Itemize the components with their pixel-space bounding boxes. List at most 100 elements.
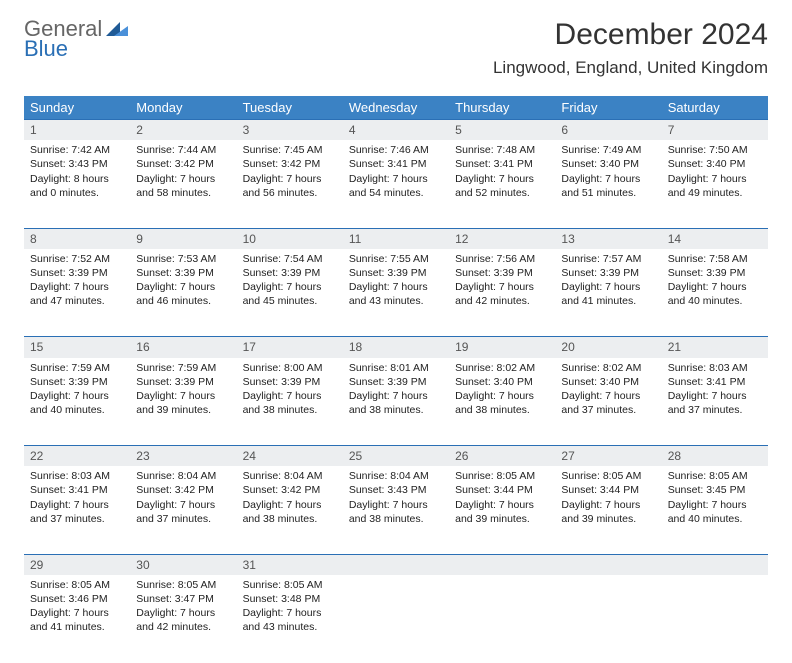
daynum-cell: 17: [237, 337, 343, 358]
day-content: Sunrise: 7:42 AMSunset: 3:43 PMDaylight:…: [24, 140, 130, 206]
weekday-header: Tuesday: [237, 96, 343, 120]
daylight-text-2: and 0 minutes.: [30, 186, 124, 200]
day-cell: Sunrise: 7:48 AMSunset: 3:41 PMDaylight:…: [449, 140, 555, 228]
sunset-text: Sunset: 3:42 PM: [243, 483, 337, 497]
daynum-row: 22232425262728: [24, 446, 768, 467]
day-number: 16: [130, 337, 236, 357]
day-number: 11: [343, 229, 449, 249]
sunrise-text: Sunrise: 8:00 AM: [243, 361, 337, 375]
weekday-header: Monday: [130, 96, 236, 120]
daylight-text-2: and 38 minutes.: [243, 512, 337, 526]
sunrise-text: Sunrise: 8:04 AM: [136, 469, 230, 483]
day-number: 9: [130, 229, 236, 249]
day-content: Sunrise: 8:05 AMSunset: 3:46 PMDaylight:…: [24, 575, 130, 641]
daylight-text-2: and 49 minutes.: [668, 186, 762, 200]
daynum-cell: 16: [130, 337, 236, 358]
day-content: Sunrise: 8:01 AMSunset: 3:39 PMDaylight:…: [343, 358, 449, 424]
daylight-text-2: and 58 minutes.: [136, 186, 230, 200]
daylight-text-1: Daylight: 7 hours: [561, 172, 655, 186]
daylight-text-1: Daylight: 7 hours: [455, 172, 549, 186]
daylight-text-2: and 45 minutes.: [243, 294, 337, 308]
daylight-text-2: and 46 minutes.: [136, 294, 230, 308]
daynum-cell: 3: [237, 120, 343, 141]
day-number: 5: [449, 120, 555, 140]
sunrise-text: Sunrise: 7:52 AM: [30, 252, 124, 266]
daylight-text-2: and 38 minutes.: [349, 403, 443, 417]
daynum-cell: 7: [662, 120, 768, 141]
weekday-header: Thursday: [449, 96, 555, 120]
daylight-text-1: Daylight: 7 hours: [455, 280, 549, 294]
daylight-text-1: Daylight: 7 hours: [668, 172, 762, 186]
day-cell: Sunrise: 8:02 AMSunset: 3:40 PMDaylight:…: [555, 358, 661, 446]
day-number: 12: [449, 229, 555, 249]
daynum-cell: 24: [237, 446, 343, 467]
daylight-text-1: Daylight: 7 hours: [243, 606, 337, 620]
weekday-header: Friday: [555, 96, 661, 120]
daylight-text-2: and 39 minutes.: [561, 512, 655, 526]
sunset-text: Sunset: 3:39 PM: [243, 266, 337, 280]
day-content: Sunrise: 8:05 AMSunset: 3:47 PMDaylight:…: [130, 575, 236, 641]
daynum-cell: 31: [237, 554, 343, 575]
daylight-text-1: Daylight: 7 hours: [668, 280, 762, 294]
day-content: Sunrise: 8:04 AMSunset: 3:42 PMDaylight:…: [237, 466, 343, 532]
daylight-text-2: and 39 minutes.: [136, 403, 230, 417]
sunrise-text: Sunrise: 7:42 AM: [30, 143, 124, 157]
sunrise-text: Sunrise: 7:45 AM: [243, 143, 337, 157]
daylight-text-1: Daylight: 7 hours: [349, 280, 443, 294]
sunrise-text: Sunrise: 8:04 AM: [243, 469, 337, 483]
day-content: Sunrise: 7:58 AMSunset: 3:39 PMDaylight:…: [662, 249, 768, 315]
sunset-text: Sunset: 3:42 PM: [243, 157, 337, 171]
day-content: Sunrise: 8:04 AMSunset: 3:43 PMDaylight:…: [343, 466, 449, 532]
daylight-text-1: Daylight: 7 hours: [561, 389, 655, 403]
daylight-text-2: and 52 minutes.: [455, 186, 549, 200]
daynum-cell: .: [449, 554, 555, 575]
day-cell: Sunrise: 7:45 AMSunset: 3:42 PMDaylight:…: [237, 140, 343, 228]
content-row: Sunrise: 8:03 AMSunset: 3:41 PMDaylight:…: [24, 466, 768, 554]
day-content: Sunrise: 8:00 AMSunset: 3:39 PMDaylight:…: [237, 358, 343, 424]
weekday-header-row: SundayMondayTuesdayWednesdayThursdayFrid…: [24, 96, 768, 120]
sunrise-text: Sunrise: 8:05 AM: [668, 469, 762, 483]
logo-word2: Blue: [24, 38, 128, 60]
day-cell: [449, 575, 555, 663]
day-content: Sunrise: 8:02 AMSunset: 3:40 PMDaylight:…: [555, 358, 661, 424]
sunrise-text: Sunrise: 8:05 AM: [30, 578, 124, 592]
daynum-cell: 26: [449, 446, 555, 467]
sunset-text: Sunset: 3:41 PM: [455, 157, 549, 171]
daynum-cell: .: [555, 554, 661, 575]
daynum-cell: 11: [343, 228, 449, 249]
day-content: Sunrise: 7:46 AMSunset: 3:41 PMDaylight:…: [343, 140, 449, 206]
sunset-text: Sunset: 3:43 PM: [30, 157, 124, 171]
day-number: 28: [662, 446, 768, 466]
weekday-header: Saturday: [662, 96, 768, 120]
day-number: 18: [343, 337, 449, 357]
calendar-table: SundayMondayTuesdayWednesdayThursdayFrid…: [24, 96, 768, 663]
daylight-text-1: Daylight: 7 hours: [455, 498, 549, 512]
day-cell: Sunrise: 7:49 AMSunset: 3:40 PMDaylight:…: [555, 140, 661, 228]
day-cell: Sunrise: 8:05 AMSunset: 3:44 PMDaylight:…: [555, 466, 661, 554]
day-content: Sunrise: 7:45 AMSunset: 3:42 PMDaylight:…: [237, 140, 343, 206]
sunset-text: Sunset: 3:42 PM: [136, 483, 230, 497]
day-cell: Sunrise: 7:53 AMSunset: 3:39 PMDaylight:…: [130, 249, 236, 337]
daylight-text-2: and 42 minutes.: [455, 294, 549, 308]
day-cell: Sunrise: 8:04 AMSunset: 3:42 PMDaylight:…: [237, 466, 343, 554]
day-content: Sunrise: 7:59 AMSunset: 3:39 PMDaylight:…: [24, 358, 130, 424]
sunset-text: Sunset: 3:48 PM: [243, 592, 337, 606]
header: General Blue December 2024 Lingwood, Eng…: [24, 18, 768, 78]
day-content: Sunrise: 8:05 AMSunset: 3:45 PMDaylight:…: [662, 466, 768, 532]
daylight-text-1: Daylight: 7 hours: [136, 389, 230, 403]
daynum-cell: 22: [24, 446, 130, 467]
daynum-cell: 8: [24, 228, 130, 249]
day-cell: Sunrise: 7:56 AMSunset: 3:39 PMDaylight:…: [449, 249, 555, 337]
sunrise-text: Sunrise: 7:48 AM: [455, 143, 549, 157]
day-cell: [555, 575, 661, 663]
daylight-text-2: and 37 minutes.: [668, 403, 762, 417]
daylight-text-2: and 40 minutes.: [30, 403, 124, 417]
day-cell: Sunrise: 8:03 AMSunset: 3:41 PMDaylight:…: [662, 358, 768, 446]
day-content: Sunrise: 8:04 AMSunset: 3:42 PMDaylight:…: [130, 466, 236, 532]
sunrise-text: Sunrise: 7:53 AM: [136, 252, 230, 266]
daylight-text-2: and 38 minutes.: [455, 403, 549, 417]
daylight-text-2: and 40 minutes.: [668, 294, 762, 308]
day-number: 1: [24, 120, 130, 140]
sunset-text: Sunset: 3:44 PM: [561, 483, 655, 497]
daylight-text-1: Daylight: 7 hours: [243, 389, 337, 403]
